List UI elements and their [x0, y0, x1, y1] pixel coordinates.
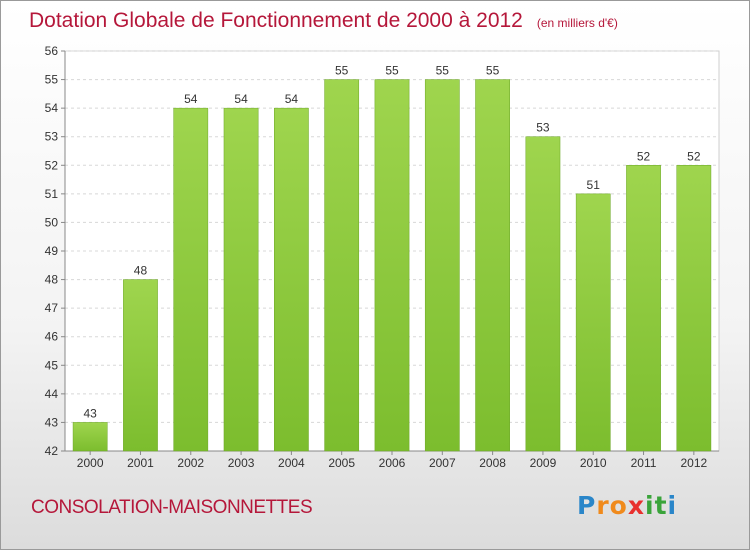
proxiti-logo: Proxiti: [577, 491, 677, 520]
y-tick-label: 45: [45, 358, 59, 372]
y-tick-label: 44: [45, 387, 59, 401]
bar: [72, 422, 108, 452]
y-tick-label: 47: [45, 301, 59, 315]
bar: [424, 79, 460, 452]
y-tick-label: 49: [45, 244, 59, 258]
y-tick-label: 50: [45, 215, 59, 229]
bar: [575, 193, 611, 452]
bar: [676, 165, 712, 452]
y-tick-label: 48: [45, 273, 59, 287]
logo-letter: x: [627, 491, 645, 520]
bar-value-label: 55: [436, 64, 450, 78]
x-tick-label: 2005: [328, 456, 355, 470]
x-tick-label: 2001: [127, 456, 154, 470]
x-tick-label: 2011: [631, 456, 657, 470]
bar-value-label: 43: [83, 406, 97, 420]
x-tick-label: 2004: [278, 456, 305, 470]
x-tick-label: 2000: [77, 456, 104, 470]
logo-letter: o: [609, 491, 628, 520]
bar-value-label: 54: [184, 92, 198, 106]
y-tick-label: 55: [45, 73, 59, 87]
bar: [374, 79, 410, 452]
y-tick-label: 42: [45, 444, 59, 458]
bar-value-label: 52: [687, 149, 701, 163]
x-tick-label: 2008: [479, 456, 506, 470]
bar-value-label: 55: [385, 64, 399, 78]
y-tick-label: 54: [45, 101, 59, 115]
x-tick-label: 2006: [379, 456, 406, 470]
x-tick-label: 2012: [680, 456, 707, 470]
chart-title: Dotation Globale de Fonctionnement de 20…: [29, 9, 618, 33]
logo-letter: P: [577, 491, 597, 520]
logo-letter: i: [667, 491, 678, 520]
bar-value-label: 51: [587, 178, 601, 192]
y-tick-label: 56: [45, 44, 59, 58]
bar-value-label: 52: [637, 149, 651, 163]
bar-value-label: 53: [536, 121, 550, 135]
bar-value-label: 54: [234, 92, 248, 106]
logo-letter: i: [645, 491, 655, 520]
bar: [324, 79, 360, 452]
logo-letter: r: [596, 491, 610, 520]
y-tick-label: 46: [45, 330, 59, 344]
bar-value-label: 55: [335, 64, 349, 78]
bar-value-label: 48: [134, 264, 148, 278]
unit-label: (en milliers d'€): [536, 16, 618, 30]
bar: [525, 136, 561, 452]
x-tick-label: 2009: [530, 456, 557, 470]
bar: [626, 165, 661, 452]
y-tick-label: 53: [45, 130, 59, 144]
logo-letter: t: [654, 491, 668, 520]
y-tick-label: 43: [45, 415, 59, 429]
y-tick-label: 52: [45, 158, 59, 172]
x-tick-label: 2002: [177, 456, 204, 470]
x-tick-label: 2003: [228, 456, 255, 470]
commune-name: CONSOLATION-MAISONNETTES: [31, 497, 313, 518]
title-text: Dotation Globale de Fonctionnement de 20…: [29, 9, 523, 32]
bar-value-label: 55: [486, 64, 500, 78]
x-tick-label: 2010: [580, 456, 607, 470]
bar: [475, 79, 510, 452]
bar: [223, 107, 259, 452]
bar: [173, 107, 209, 452]
bar: [274, 107, 309, 452]
x-tick-label: 2007: [429, 456, 456, 470]
bar-value-label: 54: [285, 92, 299, 106]
bar: [123, 279, 158, 452]
y-tick-label: 51: [45, 187, 59, 201]
